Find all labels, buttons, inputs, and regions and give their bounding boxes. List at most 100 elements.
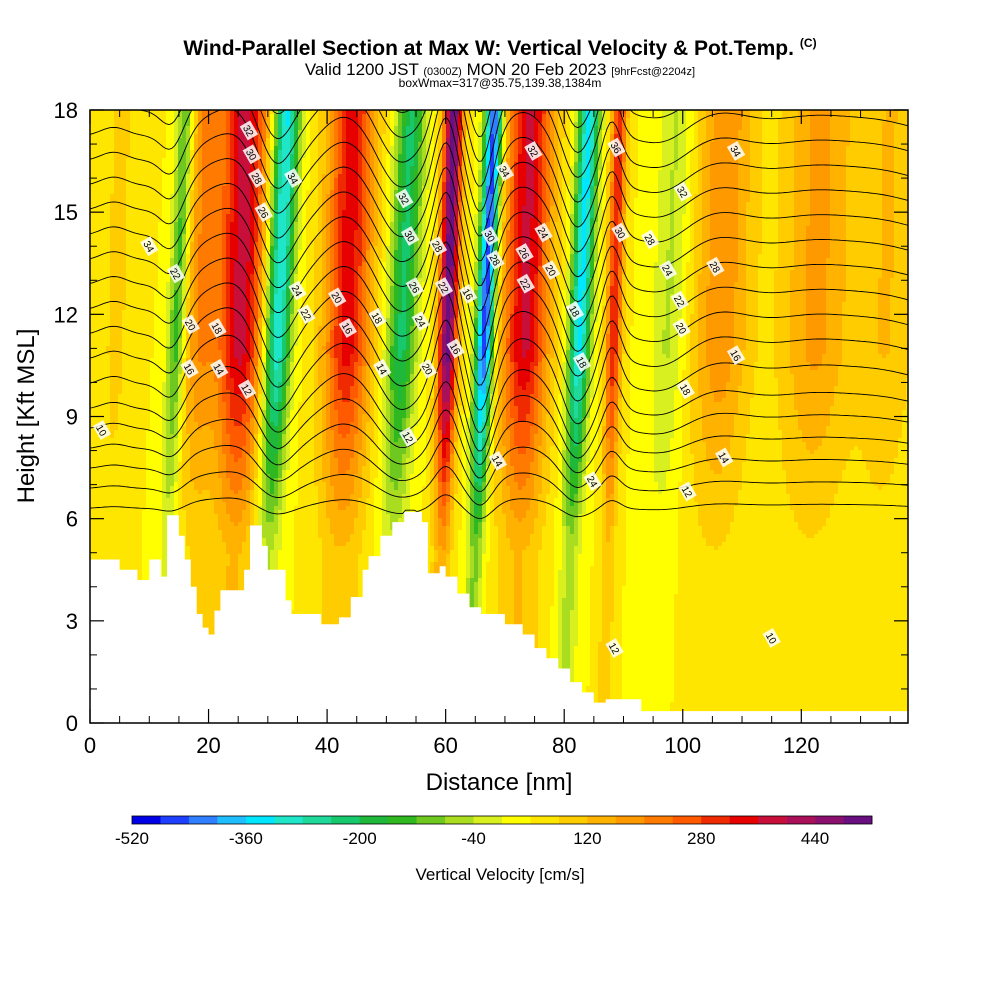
velocity-cell xyxy=(110,130,115,135)
velocity-cell xyxy=(118,414,123,419)
velocity-cell xyxy=(106,166,111,171)
velocity-cell xyxy=(126,430,131,435)
velocity-cell xyxy=(122,238,127,243)
velocity-cell xyxy=(118,394,123,399)
velocity-cell xyxy=(110,282,115,287)
velocity-cell xyxy=(122,354,127,359)
velocity-cell xyxy=(126,362,131,367)
velocity-cell xyxy=(102,206,107,211)
velocity-cell xyxy=(114,194,119,199)
velocity-cell xyxy=(110,302,115,307)
velocity-cell xyxy=(110,222,115,227)
velocity-cell xyxy=(102,174,107,179)
velocity-cell xyxy=(114,458,119,463)
velocity-cell xyxy=(126,506,131,511)
velocity-cell xyxy=(122,434,127,439)
velocity-cell xyxy=(106,198,111,203)
velocity-cell xyxy=(118,310,123,315)
velocity-cell xyxy=(106,290,111,295)
velocity-cell xyxy=(122,458,127,463)
velocity-cell xyxy=(106,278,111,283)
velocity-cell xyxy=(110,518,115,523)
velocity-cell xyxy=(118,122,123,127)
velocity-cell xyxy=(122,362,127,367)
velocity-cell xyxy=(126,258,131,263)
velocity-cell xyxy=(114,186,119,191)
velocity-cell xyxy=(106,318,111,323)
velocity-cell xyxy=(110,314,115,319)
velocity-cell xyxy=(94,470,99,475)
velocity-cell xyxy=(126,294,131,299)
velocity-cell xyxy=(106,518,111,523)
velocity-cell xyxy=(94,186,99,191)
velocity-cell xyxy=(98,298,103,303)
velocity-cell xyxy=(106,394,111,399)
velocity-cell xyxy=(110,458,115,463)
velocity-cell xyxy=(114,550,119,555)
velocity-cell xyxy=(98,550,103,555)
velocity-cell xyxy=(114,262,119,267)
velocity-cell xyxy=(114,422,119,427)
velocity-cell xyxy=(114,414,119,419)
velocity-cell xyxy=(98,554,103,559)
velocity-cell xyxy=(126,238,131,243)
velocity-cell xyxy=(106,254,111,259)
velocity-cell xyxy=(110,214,115,219)
velocity-cell xyxy=(110,522,115,527)
velocity-cell xyxy=(118,282,123,287)
velocity-cell xyxy=(106,494,111,499)
velocity-cell xyxy=(94,534,99,539)
velocity-cell xyxy=(98,374,103,379)
velocity-cell xyxy=(126,298,131,303)
velocity-cell xyxy=(114,170,119,175)
velocity-cell xyxy=(98,114,103,119)
velocity-cell xyxy=(94,290,99,295)
velocity-cell xyxy=(126,350,131,355)
velocity-cell xyxy=(98,370,103,375)
velocity-cell xyxy=(114,214,119,219)
velocity-cell xyxy=(110,202,115,207)
velocity-cell xyxy=(118,322,123,327)
velocity-cell xyxy=(110,346,115,351)
velocity-cell xyxy=(106,418,111,423)
velocity-cell xyxy=(122,210,127,215)
velocity-cell xyxy=(126,374,131,379)
velocity-cell xyxy=(102,338,107,343)
velocity-cell xyxy=(110,478,115,483)
velocity-cell xyxy=(98,458,103,463)
velocity-cell xyxy=(122,366,127,371)
velocity-cell xyxy=(102,118,107,123)
velocity-cell xyxy=(114,146,119,151)
velocity-cell xyxy=(102,114,107,119)
velocity-cell xyxy=(122,274,127,279)
velocity-cell xyxy=(102,166,107,171)
velocity-cell xyxy=(122,406,127,411)
velocity-cell xyxy=(94,190,99,195)
velocity-cell xyxy=(106,206,111,211)
velocity-cell xyxy=(126,434,131,439)
velocity-cell xyxy=(114,350,119,355)
velocity-cell xyxy=(106,454,111,459)
velocity-cell xyxy=(110,462,115,467)
velocity-cell xyxy=(126,174,131,179)
velocity-cell xyxy=(122,286,127,291)
velocity-cell xyxy=(114,426,119,431)
velocity-cell xyxy=(122,530,127,535)
velocity-cell xyxy=(122,282,127,287)
velocity-cell xyxy=(98,170,103,175)
velocity-cell xyxy=(102,258,107,263)
velocity-cell xyxy=(110,330,115,335)
velocity-cell xyxy=(114,206,119,211)
velocity-cell xyxy=(98,262,103,267)
velocity-cell xyxy=(94,150,99,155)
velocity-cell xyxy=(110,134,115,139)
velocity-cell xyxy=(98,394,103,399)
velocity-cell xyxy=(118,466,123,471)
velocity-cell xyxy=(106,370,111,375)
velocity-cell xyxy=(110,466,115,471)
velocity-cell xyxy=(106,130,111,135)
velocity-cell xyxy=(94,514,99,519)
velocity-cell xyxy=(106,346,111,351)
velocity-cell xyxy=(118,198,123,203)
velocity-cell xyxy=(126,194,131,199)
